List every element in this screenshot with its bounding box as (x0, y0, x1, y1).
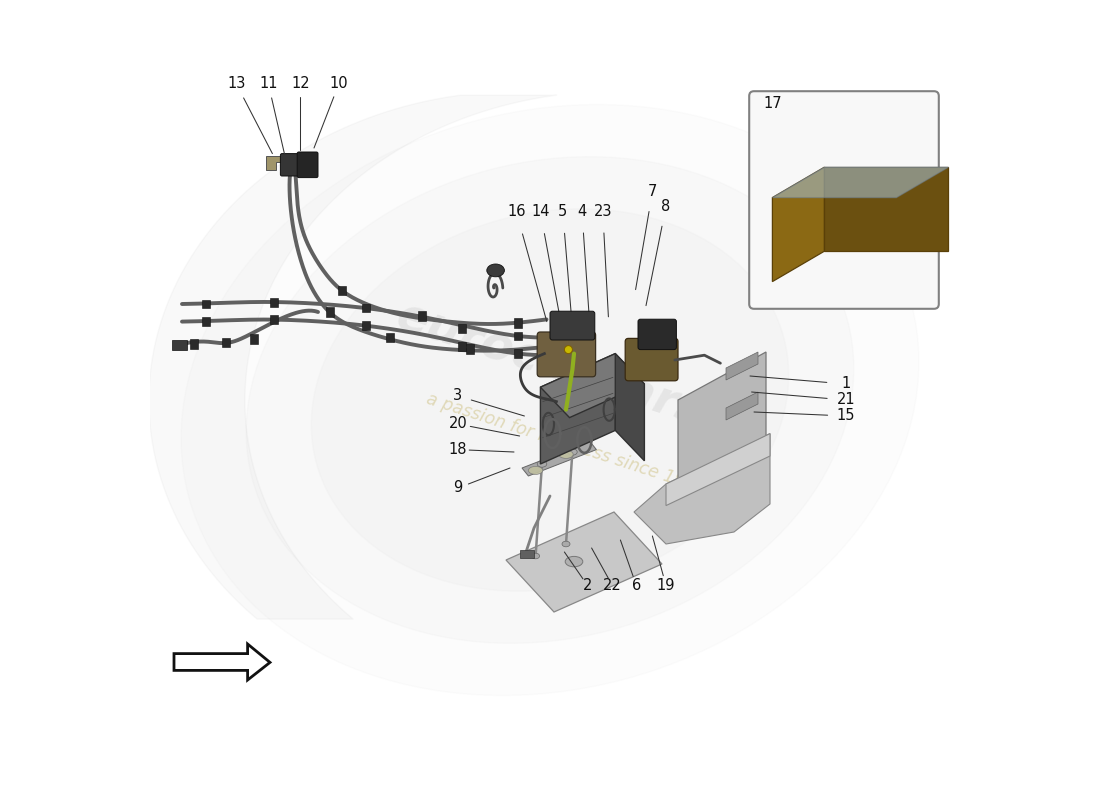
Bar (202, 300, 210, 308)
Bar (386, 333, 394, 342)
Text: 17: 17 (763, 97, 782, 111)
Polygon shape (506, 512, 662, 612)
FancyBboxPatch shape (625, 338, 678, 381)
FancyBboxPatch shape (280, 154, 299, 176)
Ellipse shape (528, 466, 542, 474)
Text: 8: 8 (661, 199, 671, 214)
Polygon shape (634, 434, 770, 544)
Text: 12: 12 (292, 77, 310, 91)
Bar (250, 334, 258, 344)
Polygon shape (726, 352, 758, 380)
Bar (466, 344, 474, 354)
Polygon shape (824, 167, 948, 251)
Polygon shape (615, 354, 645, 461)
Text: 13: 13 (228, 77, 245, 91)
Bar (546, 341, 554, 350)
Text: 21: 21 (837, 393, 856, 407)
FancyBboxPatch shape (297, 152, 318, 178)
Polygon shape (540, 354, 615, 464)
Text: 6: 6 (631, 578, 641, 593)
Bar (515, 332, 521, 340)
Bar (418, 311, 426, 321)
Ellipse shape (311, 209, 789, 591)
Ellipse shape (182, 105, 918, 695)
Ellipse shape (537, 461, 547, 467)
Ellipse shape (565, 557, 583, 566)
Text: 1: 1 (842, 377, 850, 391)
Text: 23: 23 (594, 205, 612, 219)
Text: 14: 14 (531, 205, 550, 219)
Bar (190, 339, 198, 349)
Bar (515, 350, 521, 358)
Polygon shape (678, 352, 766, 484)
Ellipse shape (568, 449, 578, 455)
Ellipse shape (559, 450, 573, 458)
Text: 2: 2 (583, 578, 592, 593)
Polygon shape (772, 167, 824, 282)
Text: 11: 11 (260, 77, 277, 91)
Polygon shape (266, 156, 282, 170)
Polygon shape (540, 354, 645, 418)
Text: 10: 10 (330, 77, 348, 91)
Polygon shape (522, 442, 596, 476)
Bar (459, 325, 465, 333)
Text: 22: 22 (603, 578, 622, 593)
Bar (222, 338, 230, 347)
Text: 16: 16 (507, 205, 526, 219)
Text: 5: 5 (558, 205, 568, 219)
Text: eurocarbars: eurocarbars (390, 293, 710, 435)
Bar (202, 318, 210, 326)
Polygon shape (772, 167, 948, 198)
Bar (271, 315, 277, 323)
Text: 3: 3 (453, 389, 463, 403)
Bar (514, 318, 522, 328)
FancyBboxPatch shape (537, 332, 595, 377)
Text: 19: 19 (657, 578, 675, 593)
Bar (326, 307, 334, 317)
Text: a passion for business since 1985: a passion for business since 1985 (424, 390, 708, 498)
Text: 20: 20 (449, 417, 468, 431)
Bar (519, 550, 534, 558)
Ellipse shape (564, 346, 572, 354)
Text: 18: 18 (449, 442, 468, 457)
Bar (271, 298, 277, 306)
Text: 7: 7 (648, 185, 657, 199)
FancyBboxPatch shape (638, 319, 676, 350)
FancyBboxPatch shape (550, 311, 595, 340)
Polygon shape (174, 644, 270, 680)
Ellipse shape (531, 554, 540, 558)
Bar (362, 322, 370, 330)
Ellipse shape (562, 541, 570, 547)
Bar (173, 340, 187, 350)
Bar (362, 304, 370, 312)
Bar (338, 286, 346, 295)
Polygon shape (726, 392, 758, 420)
FancyBboxPatch shape (749, 91, 938, 309)
Ellipse shape (487, 264, 505, 277)
Polygon shape (666, 434, 770, 506)
Text: 15: 15 (837, 409, 856, 423)
Text: 4: 4 (578, 205, 586, 219)
Text: 9: 9 (453, 481, 463, 495)
Ellipse shape (246, 157, 854, 643)
Bar (459, 342, 465, 350)
